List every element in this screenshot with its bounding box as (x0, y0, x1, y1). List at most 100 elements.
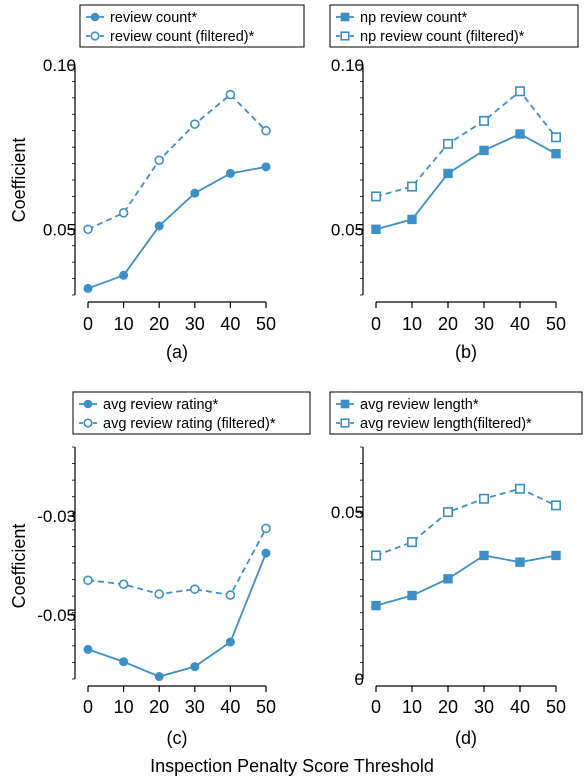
data-point (261, 125, 271, 136)
data-point (478, 493, 489, 504)
x-tick-label: 20 (149, 697, 169, 717)
data-point (550, 132, 561, 143)
data-point (407, 214, 417, 225)
series-line (375, 487, 557, 557)
legend-box (79, 4, 305, 48)
x-tick-label: 50 (256, 314, 276, 334)
legend-marker (90, 12, 100, 22)
data-point (83, 283, 93, 293)
data-point (443, 168, 453, 179)
legend-label: avg review length(filtered)* (360, 416, 532, 432)
legend-label: np review count (filtered)* (360, 29, 525, 45)
panel-caption: (a) (166, 342, 188, 362)
x-tick-label: 50 (256, 697, 276, 717)
data-point (119, 270, 129, 280)
data-point (551, 550, 561, 561)
data-point (225, 590, 236, 600)
data-point (479, 550, 489, 561)
data-point (406, 181, 417, 192)
x-tick-label: 0 (83, 697, 93, 717)
x-tick-label: 10 (402, 697, 422, 717)
panel-caption: (c) (167, 728, 188, 748)
data-point (370, 191, 381, 202)
series-line (375, 554, 557, 607)
panel-caption: (b) (455, 342, 477, 362)
y-tick-label: 0.05 (43, 220, 76, 239)
data-point (407, 590, 417, 601)
data-point (190, 584, 200, 594)
data-point (478, 115, 489, 126)
data-point (261, 162, 271, 172)
legend-label: avg review rating (filtered)* (103, 416, 276, 432)
x-tick-label: 30 (185, 697, 205, 717)
data-point (190, 188, 200, 198)
data-point (442, 138, 453, 149)
legend-label: np review count* (360, 10, 468, 26)
y-tick-label: -0.03 (37, 507, 76, 526)
data-point (551, 149, 561, 159)
data-point (479, 145, 489, 156)
x-tick-label: 50 (546, 314, 566, 334)
y-axis-label: Coefficient (9, 138, 29, 223)
series-line (87, 528, 267, 597)
data-point (190, 662, 200, 672)
y-tick-label: 0.05 (331, 220, 364, 239)
y-axis-label: Coefficient (9, 524, 29, 609)
legend-box (329, 391, 583, 435)
series-line (375, 90, 557, 198)
x-tick-label: 0 (371, 697, 381, 717)
legend-marker (340, 418, 350, 428)
legend-label: review count (filtered)* (110, 29, 255, 45)
x-tick-label: 20 (438, 697, 458, 717)
x-tick-label: 0 (83, 314, 93, 334)
data-point (261, 548, 271, 558)
data-point (83, 575, 93, 586)
data-point (225, 89, 236, 100)
legend-marker (340, 31, 350, 41)
data-point (225, 168, 235, 178)
x-tick-label: 10 (402, 314, 422, 334)
legend-box (72, 391, 311, 435)
x-tick-label: 50 (546, 697, 566, 717)
x-tick-label: 30 (474, 697, 494, 717)
y-tick-label: 0.05 (331, 503, 364, 522)
data-point (261, 523, 271, 534)
data-point (370, 550, 381, 561)
data-point (550, 500, 561, 511)
shared-x-axis-label: Inspection Penalty Score Threshold (150, 756, 434, 776)
legend-label: avg review rating* (103, 397, 219, 413)
data-point (154, 672, 164, 682)
data-point (154, 589, 164, 599)
data-point (83, 644, 93, 654)
data-point (371, 224, 381, 234)
legend-marker (83, 399, 93, 409)
legend-label: avg review length* (360, 397, 479, 413)
x-tick-label: 30 (185, 314, 205, 334)
y-tick-label: -0.05 (37, 606, 76, 625)
y-tick-label: 0 (355, 670, 364, 689)
legend-marker (90, 31, 100, 41)
data-point (515, 557, 525, 567)
y-tick-label: 0.10 (331, 56, 364, 75)
data-point (119, 657, 129, 667)
x-tick-label: 40 (510, 314, 530, 334)
data-point (514, 86, 525, 97)
data-point (154, 221, 164, 231)
data-point (154, 155, 164, 166)
legend-marker (340, 12, 350, 22)
series-line (87, 165, 267, 290)
x-tick-label: 10 (114, 314, 134, 334)
x-tick-label: 30 (474, 314, 494, 334)
legend-marker (340, 399, 350, 409)
x-tick-label: 10 (114, 697, 134, 717)
x-tick-label: 40 (220, 697, 240, 717)
series-line (87, 552, 267, 678)
data-point (118, 579, 129, 590)
x-tick-label: 20 (149, 314, 169, 334)
series-line (87, 93, 267, 231)
x-tick-label: 40 (510, 697, 530, 717)
series-line (375, 132, 557, 231)
panel-caption: (d) (455, 728, 477, 748)
y-tick-label: 0.10 (43, 56, 76, 75)
